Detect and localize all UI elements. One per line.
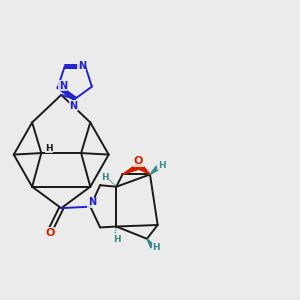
Text: N: N — [88, 197, 96, 207]
Text: H: H — [158, 161, 165, 170]
Polygon shape — [147, 239, 154, 248]
Text: H: H — [152, 244, 160, 253]
Polygon shape — [122, 163, 141, 175]
Text: H: H — [45, 144, 53, 153]
Polygon shape — [150, 166, 159, 175]
Text: N: N — [69, 100, 77, 111]
Text: H: H — [101, 173, 109, 182]
Text: O: O — [45, 228, 55, 238]
Polygon shape — [137, 164, 150, 175]
Text: O: O — [134, 156, 143, 166]
Text: N: N — [78, 61, 86, 71]
Text: N: N — [58, 81, 67, 91]
Text: H: H — [113, 235, 121, 244]
